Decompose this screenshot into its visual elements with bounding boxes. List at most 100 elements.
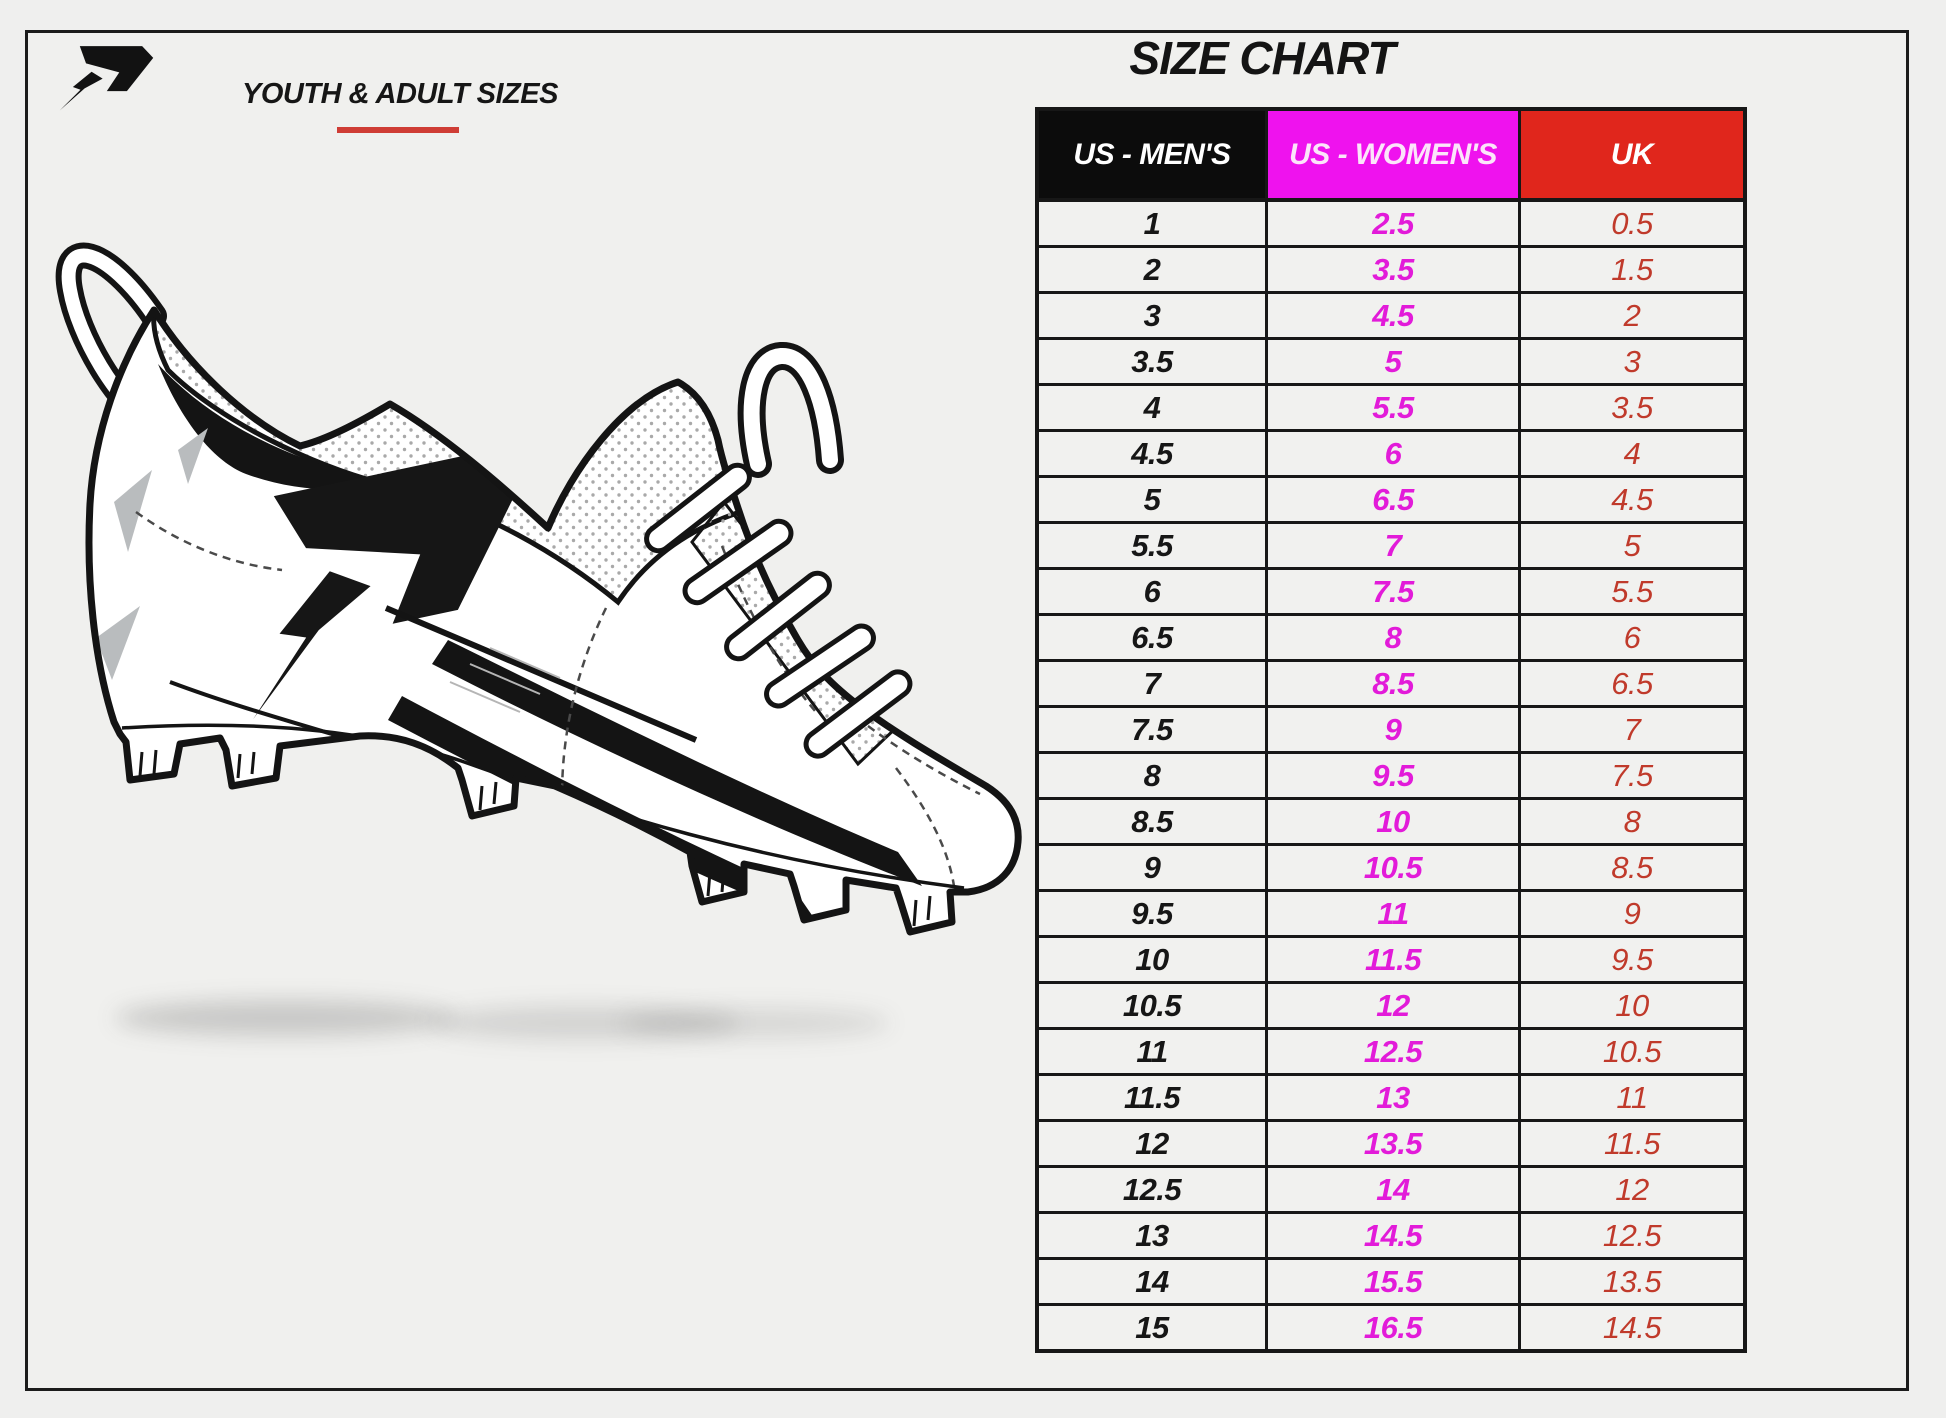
size-cell: 8.5 (1268, 662, 1518, 705)
size-cell: 13.5 (1521, 1260, 1743, 1303)
size-row: 1 2.5 0.5 (1039, 202, 1743, 245)
subtitle: YOUTH & ADULT SIZES (242, 78, 558, 110)
size-cell: 3 (1521, 340, 1743, 383)
size-cell: 4 (1521, 432, 1743, 475)
size-row: 2 3.5 1.5 (1039, 248, 1743, 291)
size-row: 8.5 10 8 (1039, 800, 1743, 843)
size-cell: 15.5 (1268, 1260, 1518, 1303)
size-row: 6.5 8 6 (1039, 616, 1743, 659)
size-cell: 10 (1268, 800, 1518, 843)
size-row: 10.5 12 10 (1039, 984, 1743, 1027)
shoe-shadow (620, 1008, 890, 1038)
size-cell: 5 (1268, 340, 1518, 383)
cleat-illustration (50, 212, 1040, 982)
header-uk: UK (1521, 111, 1743, 198)
size-cell: 5 (1039, 478, 1265, 521)
size-cell: 11.5 (1039, 1076, 1265, 1119)
size-cell: 12 (1521, 1168, 1743, 1211)
size-cell: 6.5 (1521, 662, 1743, 705)
size-cell: 16.5 (1268, 1306, 1518, 1349)
side-logo (253, 453, 521, 720)
size-row: 3 4.5 2 (1039, 294, 1743, 337)
size-cell: 9 (1268, 708, 1518, 751)
size-row: 5.5 7 5 (1039, 524, 1743, 567)
size-cell: 12 (1268, 984, 1518, 1027)
size-cell: 6 (1268, 432, 1518, 475)
table-header-row: US - MEN'S US - WOMEN'S UK (1039, 111, 1743, 198)
size-cell: 6 (1039, 570, 1265, 613)
size-cell: 5.5 (1268, 386, 1518, 429)
size-cell: 7.5 (1521, 754, 1743, 797)
size-cell: 11.5 (1268, 938, 1518, 981)
laces (644, 462, 913, 759)
size-cell: 10 (1521, 984, 1743, 1027)
size-cell: 13 (1268, 1076, 1518, 1119)
size-cell: 15 (1039, 1306, 1265, 1349)
header-us-womens: US - WOMEN'S (1268, 111, 1518, 198)
size-cell: 3.5 (1521, 386, 1743, 429)
size-cell: 4.5 (1039, 432, 1265, 475)
size-cell: 13 (1039, 1214, 1265, 1257)
size-cell: 6.5 (1039, 616, 1265, 659)
size-cell: 4 (1039, 386, 1265, 429)
size-row: 15 16.5 14.5 (1039, 1306, 1743, 1349)
size-cell: 11 (1268, 892, 1518, 935)
size-cell: 5 (1521, 524, 1743, 567)
size-cell: 10 (1039, 938, 1265, 981)
size-row: 3.5 5 3 (1039, 340, 1743, 383)
size-row: 10 11.5 9.5 (1039, 938, 1743, 981)
size-cell: 14.5 (1521, 1306, 1743, 1349)
size-row: 9 10.5 8.5 (1039, 846, 1743, 889)
chart-title: SIZE CHART (1129, 32, 1395, 84)
size-row: 4.5 6 4 (1039, 432, 1743, 475)
size-cell: 9.5 (1039, 892, 1265, 935)
size-cell: 12.5 (1039, 1168, 1265, 1211)
size-cell: 11 (1039, 1030, 1265, 1073)
size-cell: 3.5 (1268, 248, 1518, 291)
size-cell: 3.5 (1039, 340, 1265, 383)
size-cell: 8 (1521, 800, 1743, 843)
size-cell: 12.5 (1268, 1030, 1518, 1073)
size-cell: 7.5 (1268, 570, 1518, 613)
size-row: 12 13.5 11.5 (1039, 1122, 1743, 1165)
size-row: 11.5 13 11 (1039, 1076, 1743, 1119)
size-cell: 3 (1039, 294, 1265, 337)
phenom-logo-icon (59, 46, 154, 111)
football-cleat-drawing (55, 242, 1040, 982)
size-cell: 7.5 (1039, 708, 1265, 751)
size-row: 4 5.5 3.5 (1039, 386, 1743, 429)
size-cell: 7 (1039, 662, 1265, 705)
size-cell: 2 (1521, 294, 1743, 337)
size-row: 5 6.5 4.5 (1039, 478, 1743, 521)
size-cell: 1.5 (1521, 248, 1743, 291)
size-cell: 14.5 (1268, 1214, 1518, 1257)
size-cell: 4.5 (1268, 294, 1518, 337)
shoe-shadow (115, 1000, 455, 1036)
brand-logo (50, 32, 156, 126)
size-row: 7 8.5 6.5 (1039, 662, 1743, 705)
size-cell: 7 (1268, 524, 1518, 567)
size-row: 8 9.5 7.5 (1039, 754, 1743, 797)
size-cell: 6 (1521, 616, 1743, 659)
size-cell: 9.5 (1521, 938, 1743, 981)
size-row: 14 15.5 13.5 (1039, 1260, 1743, 1303)
subtitle-underline (337, 127, 459, 133)
size-cell: 6.5 (1268, 478, 1518, 521)
size-row: 11 12.5 10.5 (1039, 1030, 1743, 1073)
size-cell: 13.5 (1268, 1122, 1518, 1165)
size-cell: 12.5 (1521, 1214, 1743, 1257)
size-cell: 10.5 (1521, 1030, 1743, 1073)
size-cell: 8 (1268, 616, 1518, 659)
size-cell: 8.5 (1039, 800, 1265, 843)
size-cell: 9 (1039, 846, 1265, 889)
size-cell: 10.5 (1268, 846, 1518, 889)
shoe-shadow (430, 1006, 740, 1040)
size-cell: 9.5 (1268, 754, 1518, 797)
size-row: 13 14.5 12.5 (1039, 1214, 1743, 1257)
size-cell: 9 (1521, 892, 1743, 935)
size-cell: 0.5 (1521, 202, 1743, 245)
size-cell: 2 (1039, 248, 1265, 291)
size-cell: 5.5 (1521, 570, 1743, 613)
size-cell: 14 (1268, 1168, 1518, 1211)
